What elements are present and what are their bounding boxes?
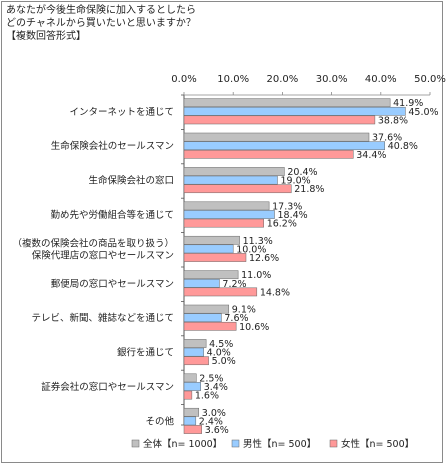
legend-label: 全体【n= 1000】 <box>143 438 222 450</box>
legend-label: 女性【n= 500】 <box>341 438 414 450</box>
data-label: 16.2% <box>267 219 297 230</box>
bar <box>183 382 201 391</box>
category-label: （複数の保険会社の商品を取り扱う） <box>12 237 174 249</box>
x-tick-label: 40.0% <box>365 74 397 85</box>
data-label: 12.6% <box>249 253 279 264</box>
bar <box>183 356 209 366</box>
data-label: 3.4% <box>204 382 228 393</box>
bar <box>183 149 354 159</box>
data-label: 21.8% <box>294 184 324 195</box>
x-tick-label: 10.0% <box>217 74 249 85</box>
question-line-2: どのチャネルから買いたいと思いますか？ <box>6 18 196 29</box>
data-label: 10.0% <box>236 244 266 255</box>
category-label: 銀行を通じて <box>117 347 174 359</box>
bar <box>183 339 207 348</box>
question-line-3: 【複数回答形式】 <box>6 31 86 42</box>
data-label: 34.4% <box>356 150 386 161</box>
bar <box>183 132 370 142</box>
data-label: 38.8% <box>378 115 408 126</box>
data-label: 2.5% <box>199 373 223 384</box>
category-label: その他 <box>145 415 174 427</box>
data-label: 2.4% <box>199 416 223 427</box>
bar <box>183 407 200 417</box>
category-label: インターネットを通じて <box>69 107 174 118</box>
x-tick-label: 20.0% <box>267 74 299 85</box>
data-label: 4.5% <box>209 339 233 350</box>
data-label: 9.1% <box>232 305 256 316</box>
x-tick-label: 0.0% <box>171 74 196 85</box>
bar <box>183 175 278 185</box>
data-label: 7.6% <box>224 313 248 324</box>
data-label: 41.9% <box>393 98 423 109</box>
bar <box>183 167 285 176</box>
bar <box>183 201 270 211</box>
data-label: 37.6% <box>372 133 402 144</box>
data-label: 7.2% <box>222 279 246 290</box>
data-label: 1.6% <box>195 391 219 402</box>
bar <box>183 106 406 116</box>
data-label: 45.0% <box>408 107 438 118</box>
bar <box>183 141 385 151</box>
data-label: 3.0% <box>202 408 226 419</box>
data-label: 11.0% <box>241 270 271 281</box>
category-label: 郵便局の窓口やセールスマン <box>51 278 174 290</box>
data-label: 11.3% <box>243 236 273 247</box>
legend-swatch <box>131 439 140 448</box>
category-label: テレビ、新聞、雑誌などを通じて <box>31 312 174 324</box>
bar <box>183 416 197 426</box>
category-label: 保険代理店の窓口やセールスマン <box>32 249 174 261</box>
bar <box>183 184 292 194</box>
bar <box>183 287 258 297</box>
data-label: 19.0% <box>280 176 310 187</box>
bar <box>183 321 237 331</box>
legend-swatch <box>329 439 338 448</box>
bar <box>183 270 239 280</box>
question-line-1: あなたが今後生命保険に加入するとしたら <box>6 5 196 16</box>
category-label: 証券会社の窓口やセールスマン <box>41 381 174 393</box>
x-tick-label: 50.0% <box>414 74 446 85</box>
data-label: 40.8% <box>388 141 418 152</box>
survey-question: あなたが今後生命保険に加入するとしたら どのチャネルから買いたいと思いますか？ … <box>6 4 306 43</box>
bar <box>183 115 376 125</box>
data-label: 10.6% <box>239 322 269 333</box>
category-label: 生命保険会社の窓口 <box>88 175 174 187</box>
data-label: 18.4% <box>278 210 308 221</box>
data-label: 14.8% <box>260 287 290 298</box>
category-label: 生命保険会社のセールスマン <box>51 140 174 152</box>
x-tick-label: 30.0% <box>316 74 348 85</box>
bar <box>183 235 240 245</box>
data-label: 4.0% <box>207 348 231 359</box>
bar <box>183 210 275 219</box>
data-label: 5.0% <box>212 356 236 367</box>
legend-label: 男性【n= 500】 <box>243 438 316 450</box>
bar <box>183 304 230 314</box>
bar <box>183 253 247 262</box>
bar <box>183 425 202 434</box>
data-label: 20.4% <box>287 167 317 178</box>
data-label: 17.3% <box>272 201 302 212</box>
bar <box>183 347 204 357</box>
category-label: 勤め先や労働組合等を通じて <box>50 209 174 221</box>
bar <box>183 390 193 400</box>
bar <box>183 278 220 288</box>
bar <box>183 373 197 383</box>
bar <box>183 313 222 323</box>
bar <box>183 218 264 228</box>
bar <box>183 244 234 254</box>
bar <box>183 98 391 108</box>
data-label: 3.6% <box>205 425 229 436</box>
legend-swatch <box>231 439 240 448</box>
